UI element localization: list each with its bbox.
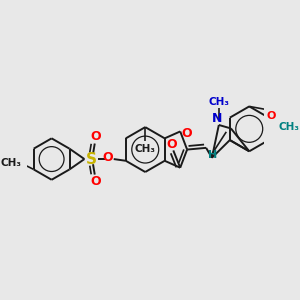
Text: CH₃: CH₃ <box>208 97 229 107</box>
Text: CH₃: CH₃ <box>279 122 300 132</box>
Text: H: H <box>208 150 217 160</box>
Text: N: N <box>212 112 222 124</box>
Text: CH₃: CH₃ <box>1 158 22 167</box>
Text: S: S <box>86 152 97 166</box>
Text: O: O <box>266 111 275 121</box>
Text: O: O <box>102 151 113 164</box>
Text: O: O <box>166 138 177 151</box>
Text: O: O <box>182 127 192 140</box>
Text: O: O <box>90 130 101 143</box>
Text: CH₃: CH₃ <box>135 144 156 154</box>
Text: O: O <box>90 175 101 188</box>
